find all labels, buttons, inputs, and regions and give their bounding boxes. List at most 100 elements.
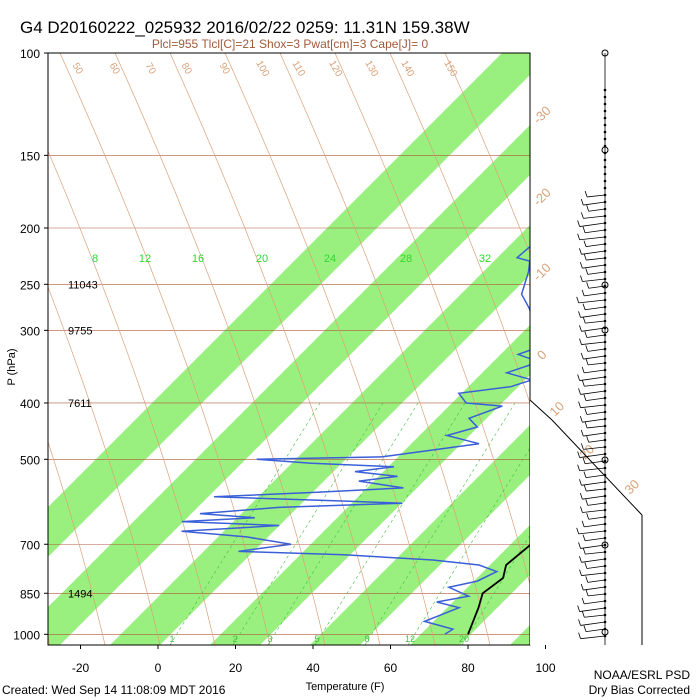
wind-barb bbox=[585, 460, 606, 465]
wind-barb bbox=[588, 362, 606, 366]
x-tick-label: 20 bbox=[229, 661, 243, 675]
theta-label: 110 bbox=[289, 59, 307, 79]
wind-barb-flag bbox=[578, 542, 581, 549]
wind-barb-flag bbox=[579, 262, 583, 269]
wind-panel-edge bbox=[529, 399, 553, 421]
bias-note: Dry Bias Corrected bbox=[589, 683, 690, 697]
wind-barb bbox=[578, 530, 606, 535]
wind-barb bbox=[584, 600, 606, 605]
wind-barb bbox=[580, 313, 606, 318]
theta-label: 100 bbox=[253, 59, 271, 79]
wind-barb-flag bbox=[581, 520, 585, 528]
sounding-profiles bbox=[181, 244, 530, 635]
wind-panel-edge bbox=[551, 419, 643, 516]
x-tick-label: 100 bbox=[535, 661, 555, 675]
theta-label: 130 bbox=[362, 59, 380, 79]
wind-barb bbox=[582, 495, 606, 500]
wind-barb bbox=[586, 411, 606, 415]
isotherm-label: 30 bbox=[621, 476, 642, 497]
wind-barb bbox=[585, 537, 606, 542]
wind-barb bbox=[584, 523, 606, 528]
x-axis-label: Temperature (F) bbox=[306, 681, 385, 693]
wind-barb-flag bbox=[578, 632, 581, 639]
wind-panel bbox=[529, 49, 643, 645]
wind-barb bbox=[586, 257, 606, 261]
mixing-ratio-label: 5 bbox=[314, 634, 319, 644]
wind-barb bbox=[583, 355, 606, 360]
theta-e-band bbox=[210, 325, 530, 645]
wind-dot bbox=[603, 186, 607, 190]
wind-barb-flag bbox=[585, 358, 589, 365]
wind-barb bbox=[587, 348, 606, 352]
wind-barb bbox=[579, 222, 606, 227]
height-label: 9755 bbox=[68, 325, 92, 337]
wind-barb-flag bbox=[579, 248, 582, 255]
wind-dot bbox=[603, 116, 607, 120]
wind-barb-flag bbox=[579, 325, 582, 332]
wind-barb-flag bbox=[580, 275, 583, 282]
wind-barb-flag bbox=[583, 394, 587, 401]
wind-barb-flag bbox=[581, 366, 585, 374]
wind-barb-flag bbox=[578, 311, 581, 318]
theta-e-band bbox=[48, 53, 530, 557]
wind-barb-flag bbox=[581, 611, 585, 618]
isotherm-label: 0 bbox=[534, 347, 550, 363]
wind-barb-flag bbox=[579, 416, 583, 423]
calm-circle bbox=[601, 326, 609, 334]
wind-barb bbox=[583, 215, 606, 219]
theta-e-band bbox=[510, 625, 530, 645]
wind-barb bbox=[580, 544, 606, 549]
dry-adiabat bbox=[59, 53, 271, 645]
wind-barb bbox=[582, 418, 606, 423]
wind-barb-flag bbox=[581, 380, 585, 387]
y-tick-label: 250 bbox=[20, 278, 40, 292]
wind-barb bbox=[588, 208, 606, 212]
wind-barb bbox=[584, 383, 606, 387]
wind-barb bbox=[581, 341, 606, 345]
wind-dot bbox=[603, 130, 607, 134]
wind-barb bbox=[585, 229, 606, 234]
wind-barb bbox=[583, 586, 606, 591]
wind-barb-flag bbox=[586, 205, 590, 212]
wind-barb bbox=[581, 327, 606, 332]
wind-barb-flag bbox=[582, 303, 586, 310]
wind-barb bbox=[587, 194, 606, 198]
x-axis-ticks: -20 0 20 40 60 80 100 bbox=[72, 645, 556, 675]
isotherm-label: -20 bbox=[530, 185, 554, 209]
wind-dot bbox=[603, 172, 607, 176]
theta-e-bands bbox=[48, 53, 530, 645]
wind-barb-flag bbox=[577, 464, 581, 471]
wind-barb-flag bbox=[578, 401, 581, 408]
theta-label: 120 bbox=[326, 59, 344, 79]
height-label: 11043 bbox=[68, 279, 98, 291]
wind-barb-flag bbox=[585, 345, 589, 352]
theta-e-label: 24 bbox=[324, 253, 336, 265]
dry-adiabat bbox=[114, 53, 326, 645]
wind-barb-flag bbox=[577, 605, 581, 612]
wind-barb-flag bbox=[583, 240, 587, 247]
height-labels: 11043 9755 7611 1494 bbox=[68, 279, 98, 600]
wind-barb bbox=[582, 264, 606, 269]
wind-barb bbox=[581, 572, 606, 576]
mixing-ratio-label: 1 bbox=[169, 634, 174, 644]
wind-dot bbox=[603, 109, 607, 113]
dry-adiabat bbox=[169, 53, 381, 645]
calm-circle bbox=[601, 456, 609, 464]
wind-barb bbox=[585, 306, 606, 311]
dry-adiabat bbox=[389, 53, 530, 405]
wind-barb bbox=[588, 516, 606, 520]
wind-barb bbox=[586, 488, 606, 492]
theta-label: 140 bbox=[398, 59, 416, 79]
y-tick-label: 150 bbox=[20, 149, 40, 163]
wind-barb-flag bbox=[581, 212, 584, 219]
wind-barb bbox=[579, 453, 606, 458]
wind-barb-flag bbox=[582, 317, 586, 324]
wind-barb-flag bbox=[584, 331, 588, 338]
wind-barb bbox=[585, 551, 606, 555]
chart-title: G4 D20160222_025932 2016/02/22 0259: 11.… bbox=[20, 18, 470, 37]
wind-barb bbox=[580, 621, 606, 626]
y-tick-label: 300 bbox=[20, 324, 40, 338]
isotherm-label: -10 bbox=[530, 260, 554, 284]
calm-circle bbox=[601, 628, 609, 636]
wind-barb-flag bbox=[583, 484, 587, 492]
